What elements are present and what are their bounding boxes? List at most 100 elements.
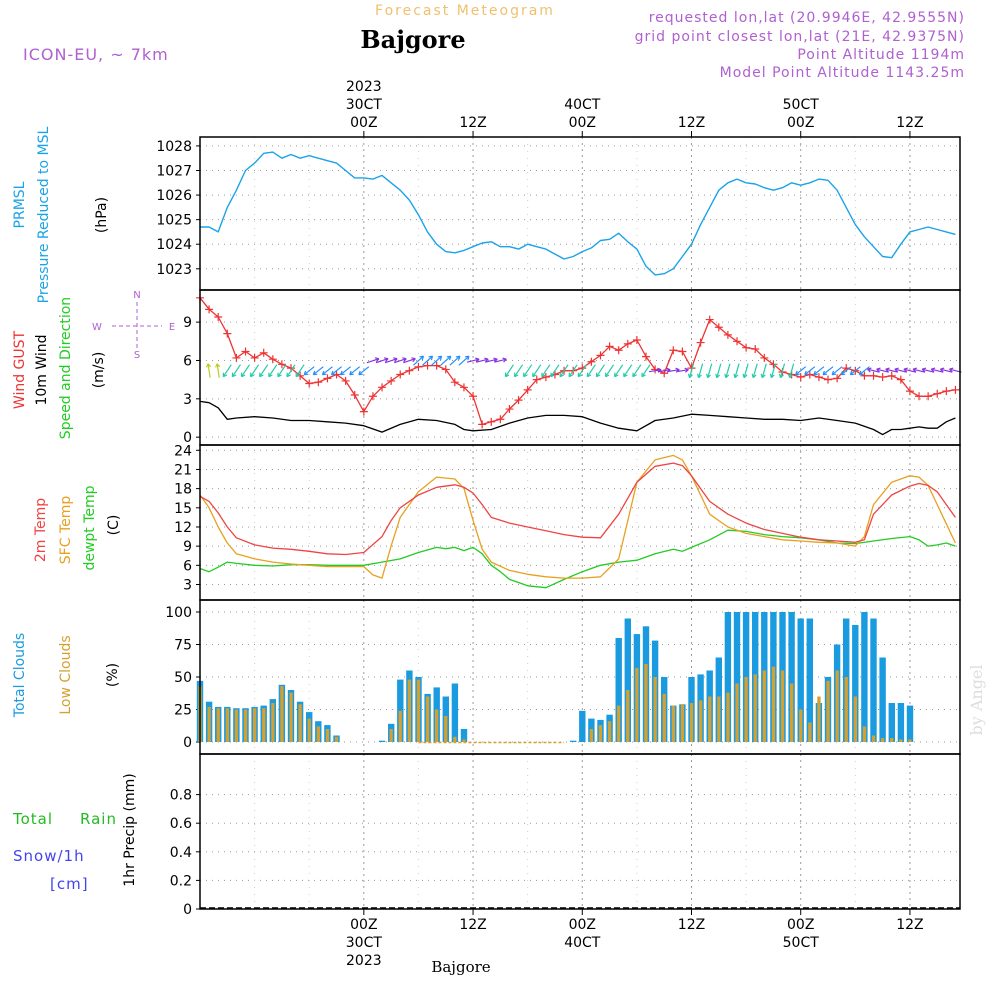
series-line-2m-temp (199, 462, 956, 556)
y-tick-label: 1026 (156, 188, 192, 204)
wind-arrow-head (813, 370, 818, 376)
wind-direction-arrow (931, 368, 944, 373)
bottom-time-label: 50CT (783, 935, 820, 951)
y-tick-label: 25 (174, 703, 192, 719)
bar-low-clouds (243, 709, 248, 742)
top-time-label: 00Z (787, 115, 814, 131)
y-tick-label: 0.8 (170, 788, 192, 804)
wind-direction-arrow (250, 364, 260, 378)
gust-marker (496, 415, 505, 424)
bar-low-clouds (626, 690, 630, 742)
gust-marker (323, 374, 332, 383)
bar-low-clouds (671, 705, 675, 742)
wind-direction-arrow (440, 355, 452, 366)
gust-marker (205, 305, 214, 314)
wind-direction-arrow (514, 364, 524, 378)
wind-direction-arrow (331, 366, 342, 376)
wind-direction-arrow (734, 363, 740, 378)
wind-arrow-head (295, 372, 300, 378)
label-speed-direction: Speed and Direction (58, 297, 74, 439)
wind-arrow-head (215, 363, 221, 368)
gust-marker (833, 374, 842, 383)
gust-marker (396, 370, 405, 379)
gust-marker (641, 352, 650, 361)
y-tick-label: 6 (183, 558, 192, 574)
series-line-prmsl (200, 151, 956, 276)
wind-direction-arrow (532, 364, 542, 378)
bar-total-clouds (733, 612, 741, 742)
wind-direction-arrow (789, 363, 795, 378)
bar-low-clouds (262, 708, 266, 742)
label-dewpt-temp: dewpt Temp (82, 485, 98, 570)
bar-low-clouds (617, 705, 621, 742)
gust-marker (268, 355, 277, 364)
bar-total-clouds (906, 705, 914, 742)
bar-low-clouds (817, 696, 821, 742)
y-tick-label: 75 (174, 638, 192, 654)
gust-marker (869, 371, 878, 380)
wind-arrow-head (268, 372, 273, 378)
y-tick-label: 0 (183, 735, 192, 751)
bottom-time-label: 12Z (678, 917, 705, 933)
gust-marker (915, 392, 924, 401)
series-line-sfc-temp (199, 454, 956, 579)
wind-direction-arrow (849, 366, 861, 376)
wind-direction-arrow (541, 364, 551, 378)
panel-pressure: 1023 1024 1025 1026 1027 1028 (156, 137, 960, 290)
gust-marker (305, 379, 314, 388)
wind-direction-arrow (403, 358, 416, 364)
wind-arrow-head (437, 355, 443, 361)
gust-marker (924, 392, 933, 401)
wind-arrow-head (778, 373, 784, 379)
bar-total-clouds (579, 710, 586, 742)
label-rain: Rain (80, 810, 117, 828)
wind-direction-arrow (876, 368, 889, 373)
wind-arrow-head (464, 355, 470, 361)
bar-low-clouds (826, 680, 830, 742)
bar-low-clouds (416, 679, 421, 742)
y-tick-label: 0.4 (170, 845, 192, 861)
y-tick-label: 0 (183, 430, 192, 446)
wind-direction-arrow (885, 368, 898, 373)
bar-low-clouds (726, 692, 730, 742)
wind-direction-arrow (259, 364, 269, 378)
panels: 1023 1024 1025 1026 1027 1028 0 3 6 9 3 6 9 12 15 18 21 2… (156, 136, 962, 918)
gust-marker (277, 360, 286, 369)
label-total-clouds: Total Clouds (12, 633, 28, 718)
top-time-label: 00Z (350, 115, 377, 131)
wind-direction-arrow (840, 366, 852, 376)
bar-total-clouds (788, 612, 795, 742)
bar-low-clouds (844, 677, 848, 742)
bar-low-clouds (808, 722, 812, 742)
series-line-wind-gust (199, 297, 956, 426)
gust-marker (605, 342, 614, 351)
wind-arrow-head (876, 367, 881, 373)
wind-arrow-head (340, 370, 345, 376)
gust-marker (751, 344, 760, 353)
label-prmsl: PRMSL (12, 181, 28, 228)
wind-compass: N W E S (92, 290, 175, 361)
gust-marker (405, 366, 414, 375)
wind-arrow-head (358, 370, 363, 376)
y-tick-label: 3 (183, 577, 192, 593)
wind-arrow-head (696, 373, 702, 379)
bar-low-clouds (334, 736, 339, 742)
label-total: Total (12, 810, 53, 828)
wind-direction-arrow (605, 364, 615, 378)
gust-marker (623, 339, 632, 348)
wind-direction-arrow (912, 368, 926, 373)
bar-low-clouds (790, 683, 794, 742)
wind-arrow-head (428, 355, 434, 361)
wind-direction-arrow (504, 364, 514, 378)
side-labels: PRMSL Pressure Reduced to MSL (hPa) Wind… (12, 126, 138, 893)
gust-marker (414, 362, 423, 371)
wind-arrow-head (623, 372, 628, 378)
wind-arrow-head (733, 373, 739, 379)
bottom-time-label: 00Z (569, 917, 596, 933)
wind-direction-arrow (523, 364, 533, 378)
wind-direction-arrow (384, 358, 398, 364)
panel-temp: 3 6 9 12 15 18 21 24 (174, 443, 960, 600)
wind-direction-arrow (216, 363, 220, 378)
wind-arrow-head (912, 367, 918, 373)
